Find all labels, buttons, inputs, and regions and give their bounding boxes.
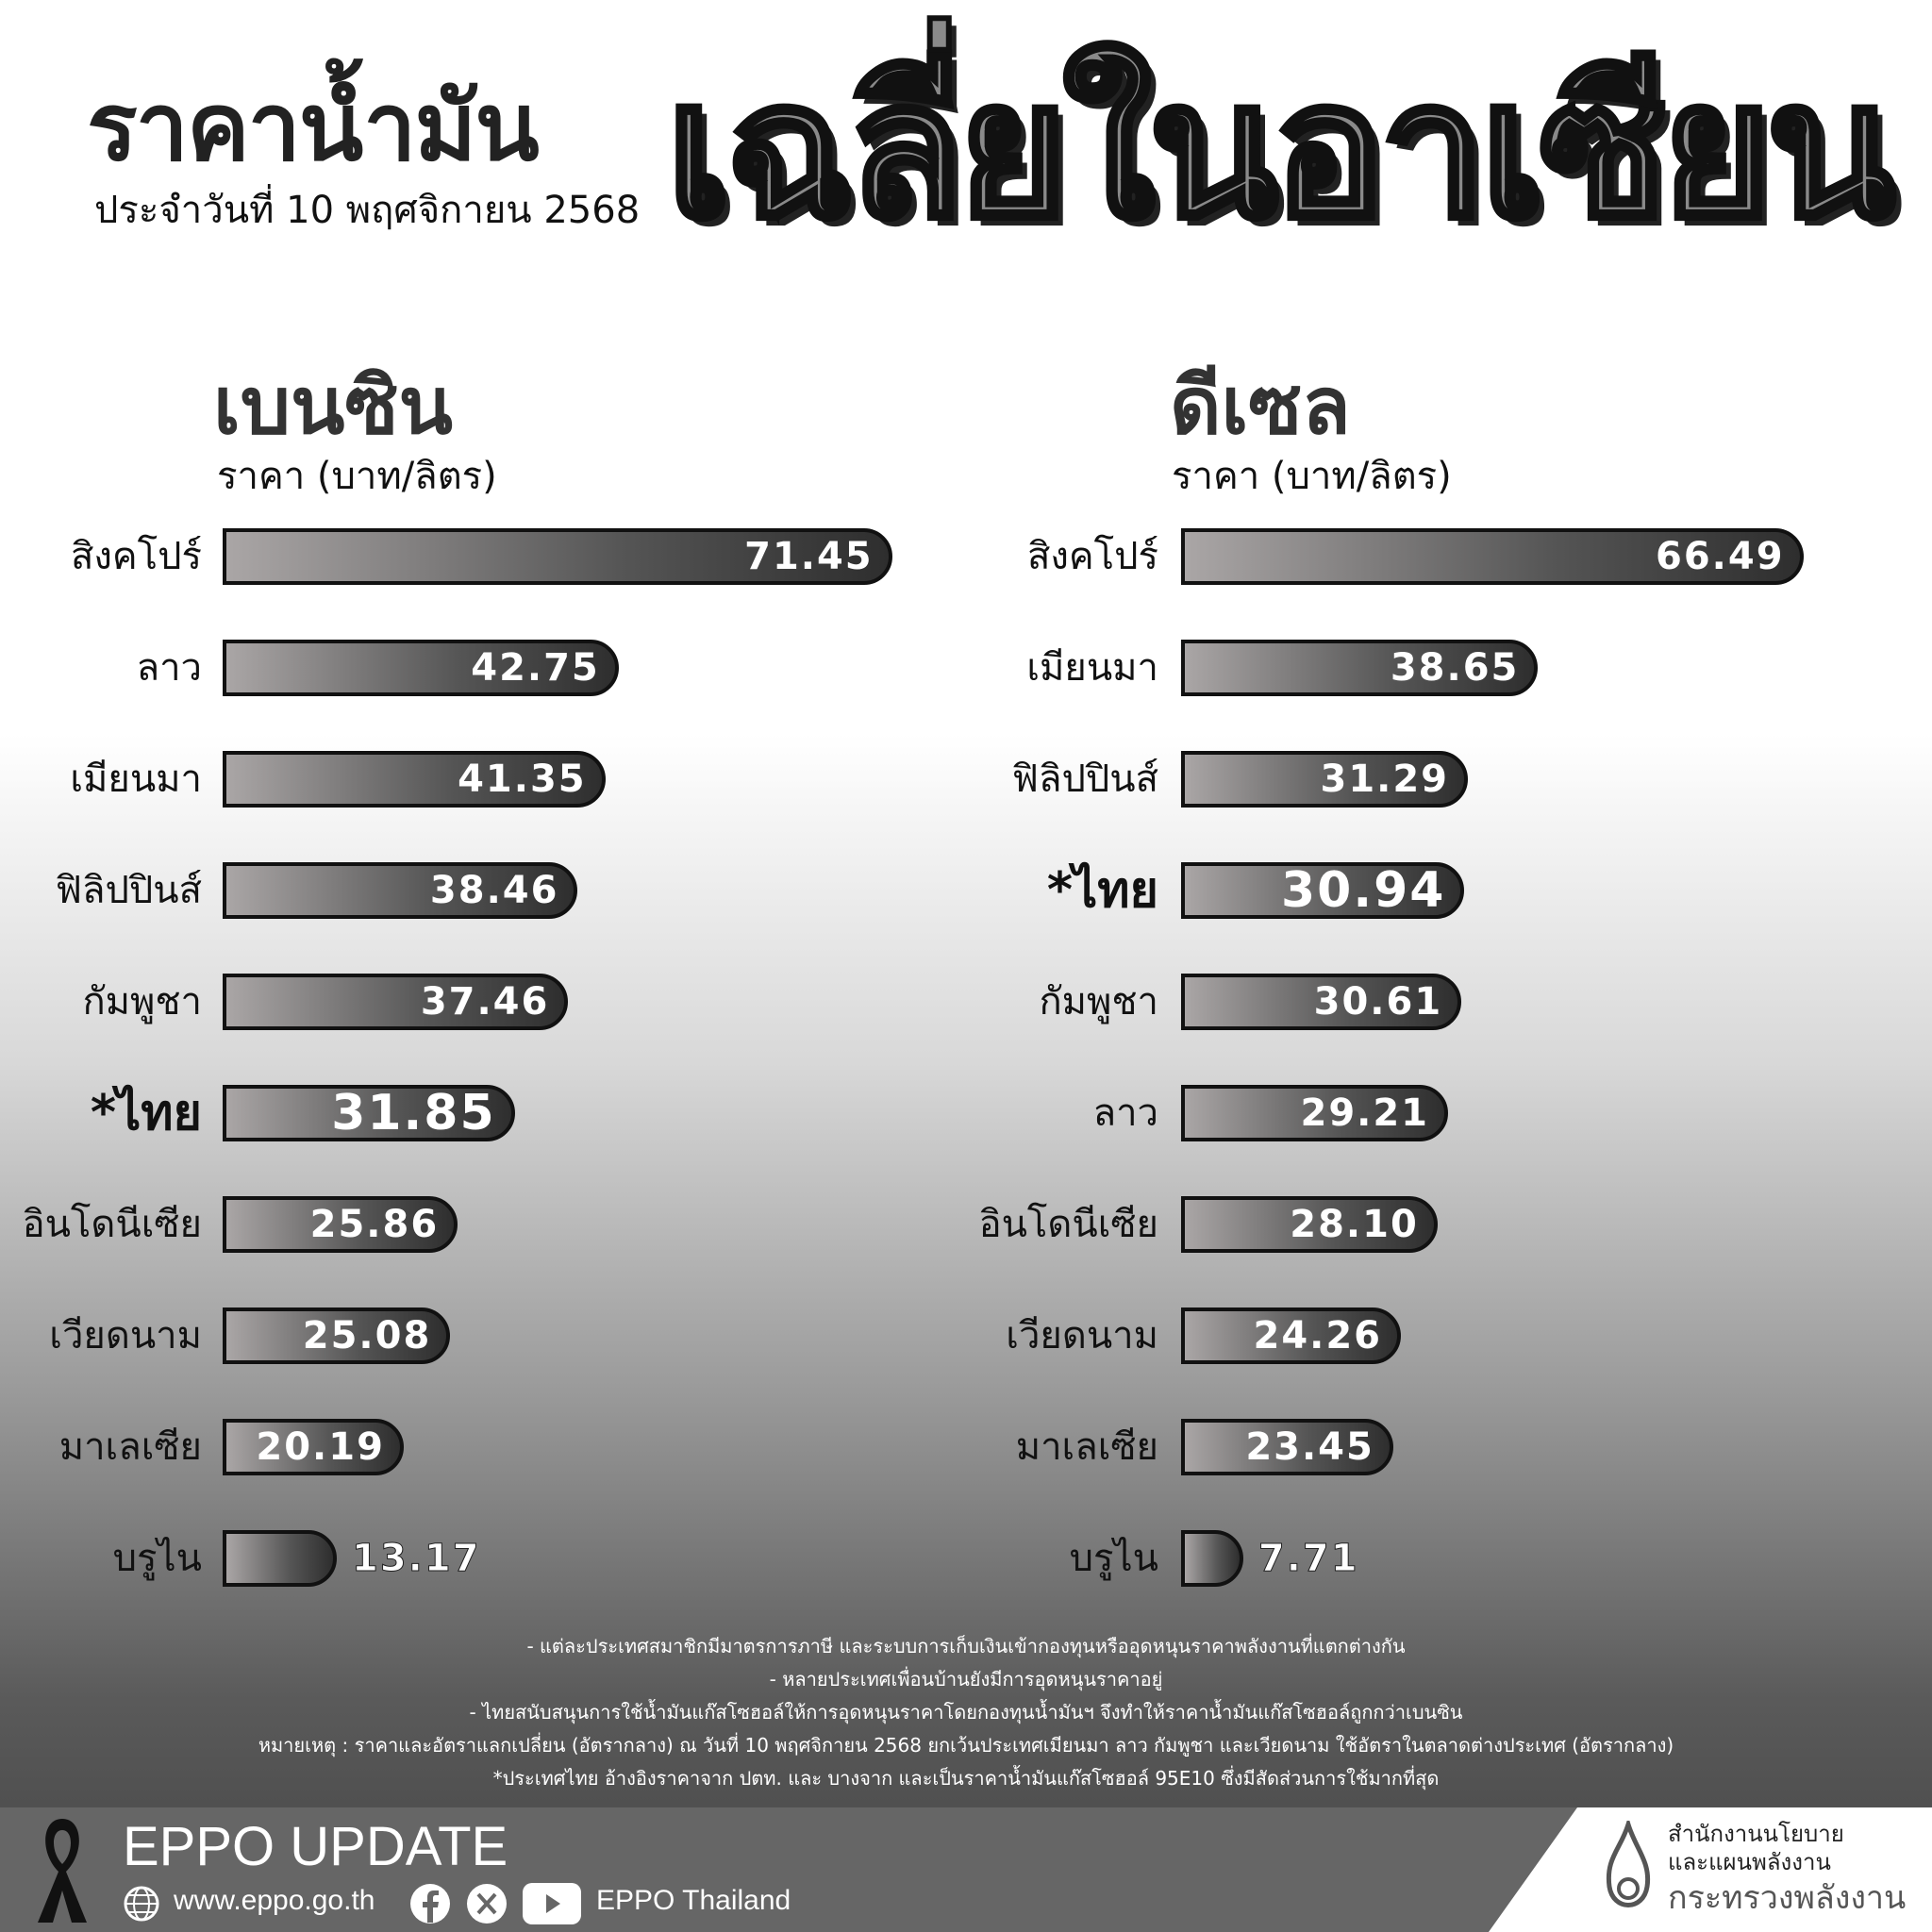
value-label: 29.21 [1300,1091,1430,1135]
x-icon[interactable] [466,1883,508,1924]
petrol-heading: เบนซิน [213,359,453,452]
value-label: 66.49 [1656,535,1785,578]
price-bar: 24.26 [1181,1307,1402,1364]
footnotes: - แต่ละประเทศสมาชิกมีมาตรการภาษี และระบบ… [0,1630,1932,1795]
price-bar: 71.45 [223,528,892,585]
value-label: 23.45 [1245,1425,1374,1469]
country-label: สิงคโปร์ [70,535,202,578]
title-part2: เฉลี่ยในอาเซียน [663,38,1898,263]
country-label: สิงคโปร์ [1026,535,1158,578]
price-bar: 29.21 [1181,1085,1449,1141]
diesel-heading: ดีเซล [1170,359,1351,452]
value-label: 24.26 [1253,1314,1383,1357]
country-label: อินโดนีเซีย [978,1203,1158,1246]
value-label: 37.46 [420,980,550,1024]
value-label: 30.61 [1313,980,1443,1024]
value-label: 71.45 [744,535,874,578]
value-label: 30.94 [1281,862,1446,919]
header-left: ราคาน้ำมัน ประจำวันที่ 10 พฤศจิกายน 2568 [87,68,640,235]
value-label: 31.29 [1320,758,1450,801]
ribbon-icon [38,1819,87,1923]
date-subtitle: ประจำวันที่ 10 พฤศจิกายน 2568 [94,188,641,232]
country-label: *ไทย [90,1085,202,1141]
country-label: กัมพูชา [82,980,202,1024]
country-label: *ไทย [1046,862,1158,919]
country-label: เมียนมา [1026,646,1158,690]
value-label: 41.35 [458,758,587,801]
country-label: เมียนมา [70,758,202,801]
diesel-unit: ราคา (บาท/ลิตร) [1172,455,1452,498]
price-bar: 38.46 [223,862,578,919]
value-label: 7.71 [1257,1537,1359,1581]
title-part1: ราคาน้ำมัน [87,71,540,182]
note: - แต่ละประเทศสมาชิกมีมาตรการภาษี และระบบ… [526,1635,1406,1657]
org-line2: และแผนพลังงาน [1668,1849,1831,1875]
price-bar: 20.19 [223,1419,404,1475]
price-bar: 30.61 [1181,974,1462,1030]
price-bar: 31.29 [1181,751,1469,808]
ministry-logo-icon [1606,1821,1651,1907]
country-label: เวียดนาม [1006,1314,1158,1357]
price-bar: 42.75 [223,640,619,696]
value-label: 38.46 [429,869,559,912]
note: - ไทยสนับสนุนการใช้น้ำมันแก๊สโซฮอล์ให้กา… [469,1701,1463,1724]
price-bar: 25.86 [223,1196,458,1253]
org-line1: สำนักงานนโยบาย [1668,1821,1844,1847]
price-bar: 38.65 [1181,640,1539,696]
value-label: 13.17 [352,1537,481,1581]
ministry-panel: สำนักงานนโยบาย และแผนพลังงาน กระทรวงพลัง… [1489,1807,1932,1932]
country-label: ลาว [1092,1091,1158,1135]
brand: EPPO UPDATE [123,1816,508,1877]
value-label: 31.85 [331,1085,496,1141]
value-label: 20.19 [256,1425,385,1469]
country-label: อินโดนีเซีย [22,1203,202,1246]
value-label: 38.65 [1390,646,1520,690]
note: หมายเหตุ : ราคาและอัตราแลกเปลี่ยน (อัตรา… [258,1734,1674,1757]
price-bar [1181,1530,1243,1587]
country-label: บรูไน [112,1537,202,1580]
price-bar: 31.85 [223,1085,515,1141]
website-link[interactable]: www.eppo.go.th [174,1885,375,1916]
price-bar: 37.46 [223,974,569,1030]
price-bar: 41.35 [223,751,606,808]
ministry-name: กระทรวงพลังงาน [1668,1879,1907,1917]
header: ราคาน้ำมัน ประจำวันที่ 10 พฤศจิกายน 2568… [87,38,1917,264]
country-label: เวียดนาม [49,1314,202,1357]
country-label: บรูไน [1069,1537,1158,1580]
country-label: ลาว [136,646,202,690]
price-bar: 23.45 [1181,1419,1393,1475]
facebook-icon[interactable] [409,1883,451,1924]
petrol-unit: ราคา (บาท/ลิตร) [217,455,497,498]
country-label: มาเลเซีย [58,1425,202,1469]
price-bar [223,1530,338,1587]
value-label: 42.75 [471,646,600,690]
note: - หลายประเทศเพื่อนบ้านยังมีการอุดหนุนราค… [769,1668,1163,1690]
price-bar: 25.08 [223,1307,451,1364]
youtube-icon[interactable] [523,1883,581,1924]
value-label: 28.10 [1290,1203,1419,1246]
social-handle[interactable]: EPPO Thailand [596,1885,791,1916]
note: *ประเทศไทย อ้างอิงราคาจาก ปตท. และ บางจา… [492,1767,1440,1790]
value-label: 25.86 [309,1203,440,1246]
price-bar: 66.49 [1181,528,1804,585]
price-bar: 30.94 [1181,862,1465,919]
country-label: ฟิลิปปินส์ [1011,758,1158,801]
country-label: มาเลเซีย [1015,1425,1158,1469]
price-bar: 28.10 [1181,1196,1438,1253]
value-label: 25.08 [302,1314,432,1357]
globe-icon [124,1886,159,1922]
country-label: กัมพูชา [1039,980,1158,1024]
country-label: ฟิลิปปินส์ [55,869,202,912]
